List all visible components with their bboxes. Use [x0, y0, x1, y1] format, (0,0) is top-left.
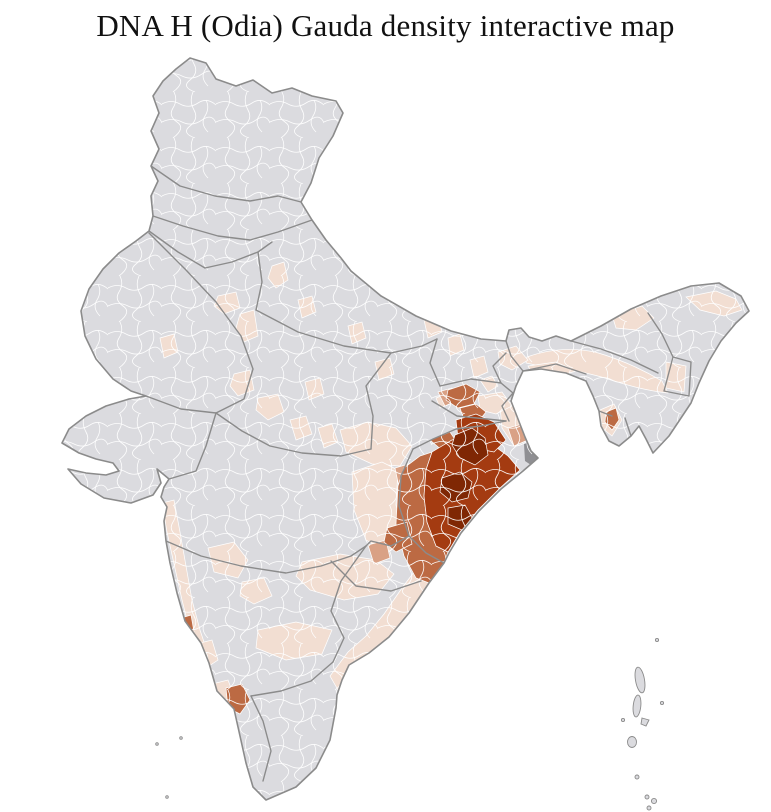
state-borders	[145, 165, 692, 782]
andaman-nicobar-islands[interactable]	[620, 637, 665, 811]
map-title: DNA H (Odia) Gauda density interactive m…	[96, 8, 675, 43]
india-outline	[61, 57, 750, 801]
district-borders-mesh	[62, 58, 749, 800]
lakshadweep-islands[interactable]	[155, 736, 183, 799]
